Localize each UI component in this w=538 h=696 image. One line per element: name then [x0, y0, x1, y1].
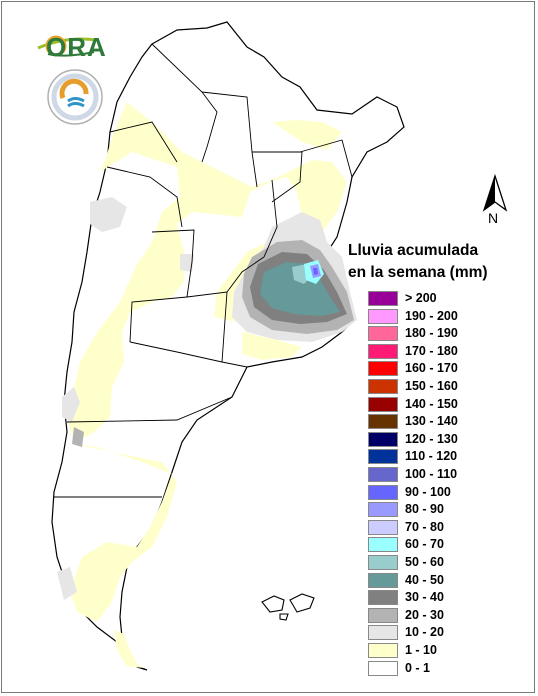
- legend-title-line1: Lluvia acumulada: [348, 242, 479, 259]
- legend-label: 1 - 10: [405, 643, 437, 657]
- legend-label: 10 - 20: [405, 625, 444, 640]
- rain-40-50-area: [260, 262, 340, 316]
- legend-label: 100 - 110: [405, 467, 458, 481]
- legend-title-line2: en la semana (mm): [348, 264, 488, 281]
- legend-swatch: [368, 431, 398, 447]
- legend-swatch: [368, 379, 398, 394]
- legend-label: 140 - 150: [405, 396, 458, 411]
- legend-item: 140 - 150: [368, 396, 528, 413]
- legend-swatch: [368, 555, 398, 570]
- legend-item: 70 - 80: [368, 519, 528, 536]
- legend-label: 0 - 1: [405, 660, 431, 675]
- malvinas-islands: [261, 593, 315, 621]
- legend-swatch: [368, 502, 398, 518]
- legend-label: 180 - 190: [405, 326, 458, 341]
- legend-label: 80 - 90: [405, 502, 444, 517]
- legend-swatch: [368, 625, 398, 641]
- legend-label: 110 - 120: [405, 449, 458, 464]
- legend-swatch: [368, 326, 398, 342]
- legend-label: 30 - 40: [405, 590, 444, 605]
- legend-item: 10 - 20: [368, 624, 528, 641]
- legend-label: 20 - 30: [405, 607, 444, 622]
- legend-swatch: [368, 414, 398, 430]
- north-label: N: [488, 210, 499, 226]
- legend-label: 190 - 200: [405, 308, 458, 323]
- ora-logo: ORA: [36, 30, 108, 62]
- legend-swatch: [368, 291, 398, 306]
- legend-label: 120 - 130: [405, 431, 458, 446]
- legend-swatch: [368, 519, 398, 535]
- legend-swatch: [368, 572, 398, 588]
- rain-1-10-areas: [64, 102, 347, 668]
- legend-label: 40 - 50: [405, 572, 444, 587]
- legend-label: 150 - 160: [405, 379, 458, 393]
- legend-swatch: [368, 660, 398, 676]
- province-borders: [54, 43, 353, 498]
- legend-item: 110 - 120: [368, 448, 528, 465]
- ora-logo-swoosh-icon: [37, 35, 97, 57]
- legend-item: 100 - 110: [368, 466, 528, 483]
- legend-label: 170 - 180: [405, 343, 458, 358]
- ora-logo-text: ORA: [46, 32, 107, 62]
- legend-swatch: [368, 607, 398, 623]
- north-arrow: N: [480, 173, 510, 228]
- legend-item: 30 - 40: [368, 589, 528, 606]
- legend-title: Lluvia acumulada en la semana (mm): [348, 240, 488, 284]
- legend-item: 190 - 200: [368, 308, 528, 325]
- legend-swatch: [368, 643, 398, 658]
- legend-swatch: [368, 396, 398, 412]
- north-arrow-icon: [482, 173, 508, 212]
- legend-item: > 200: [368, 290, 528, 307]
- legend-label: 60 - 70: [405, 537, 444, 552]
- legend-label: > 200: [405, 291, 437, 305]
- legend-swatch: [368, 343, 398, 359]
- legend-label: 130 - 140: [405, 414, 458, 429]
- legend-swatch: [368, 537, 398, 553]
- legend-item: 150 - 160: [368, 378, 528, 395]
- legend-swatch: [368, 361, 398, 377]
- legend-item: 130 - 140: [368, 413, 528, 430]
- legend-item: 40 - 50: [368, 572, 528, 589]
- smn-seal-icon: [47, 69, 103, 125]
- legend-label: 70 - 80: [405, 519, 444, 534]
- legend-swatch: [368, 590, 398, 606]
- legend-item: 50 - 60: [368, 554, 528, 571]
- legend-swatch: [368, 308, 398, 324]
- smn-logo: [46, 68, 104, 126]
- legend-swatch: [368, 467, 398, 482]
- legend-label: 160 - 170: [405, 361, 458, 376]
- legend-item: 80 - 90: [368, 501, 528, 518]
- legend-item: 180 - 190: [368, 325, 528, 342]
- legend-item: 90 - 100: [368, 484, 528, 501]
- legend-item: 120 - 130: [368, 431, 528, 448]
- legend-item: 1 - 10: [368, 642, 528, 659]
- legend-swatch: [368, 449, 398, 465]
- legend-item: 60 - 70: [368, 536, 528, 553]
- legend-item: 0 - 1: [368, 660, 528, 677]
- legend-label: 50 - 60: [405, 555, 444, 569]
- legend-label: 90 - 100: [405, 484, 451, 499]
- rain-90-100-area: [313, 268, 318, 275]
- legend-swatch: [368, 484, 398, 500]
- legend-item: 170 - 180: [368, 343, 528, 360]
- legend-item: 160 - 170: [368, 360, 528, 377]
- legend-item: 20 - 30: [368, 607, 528, 624]
